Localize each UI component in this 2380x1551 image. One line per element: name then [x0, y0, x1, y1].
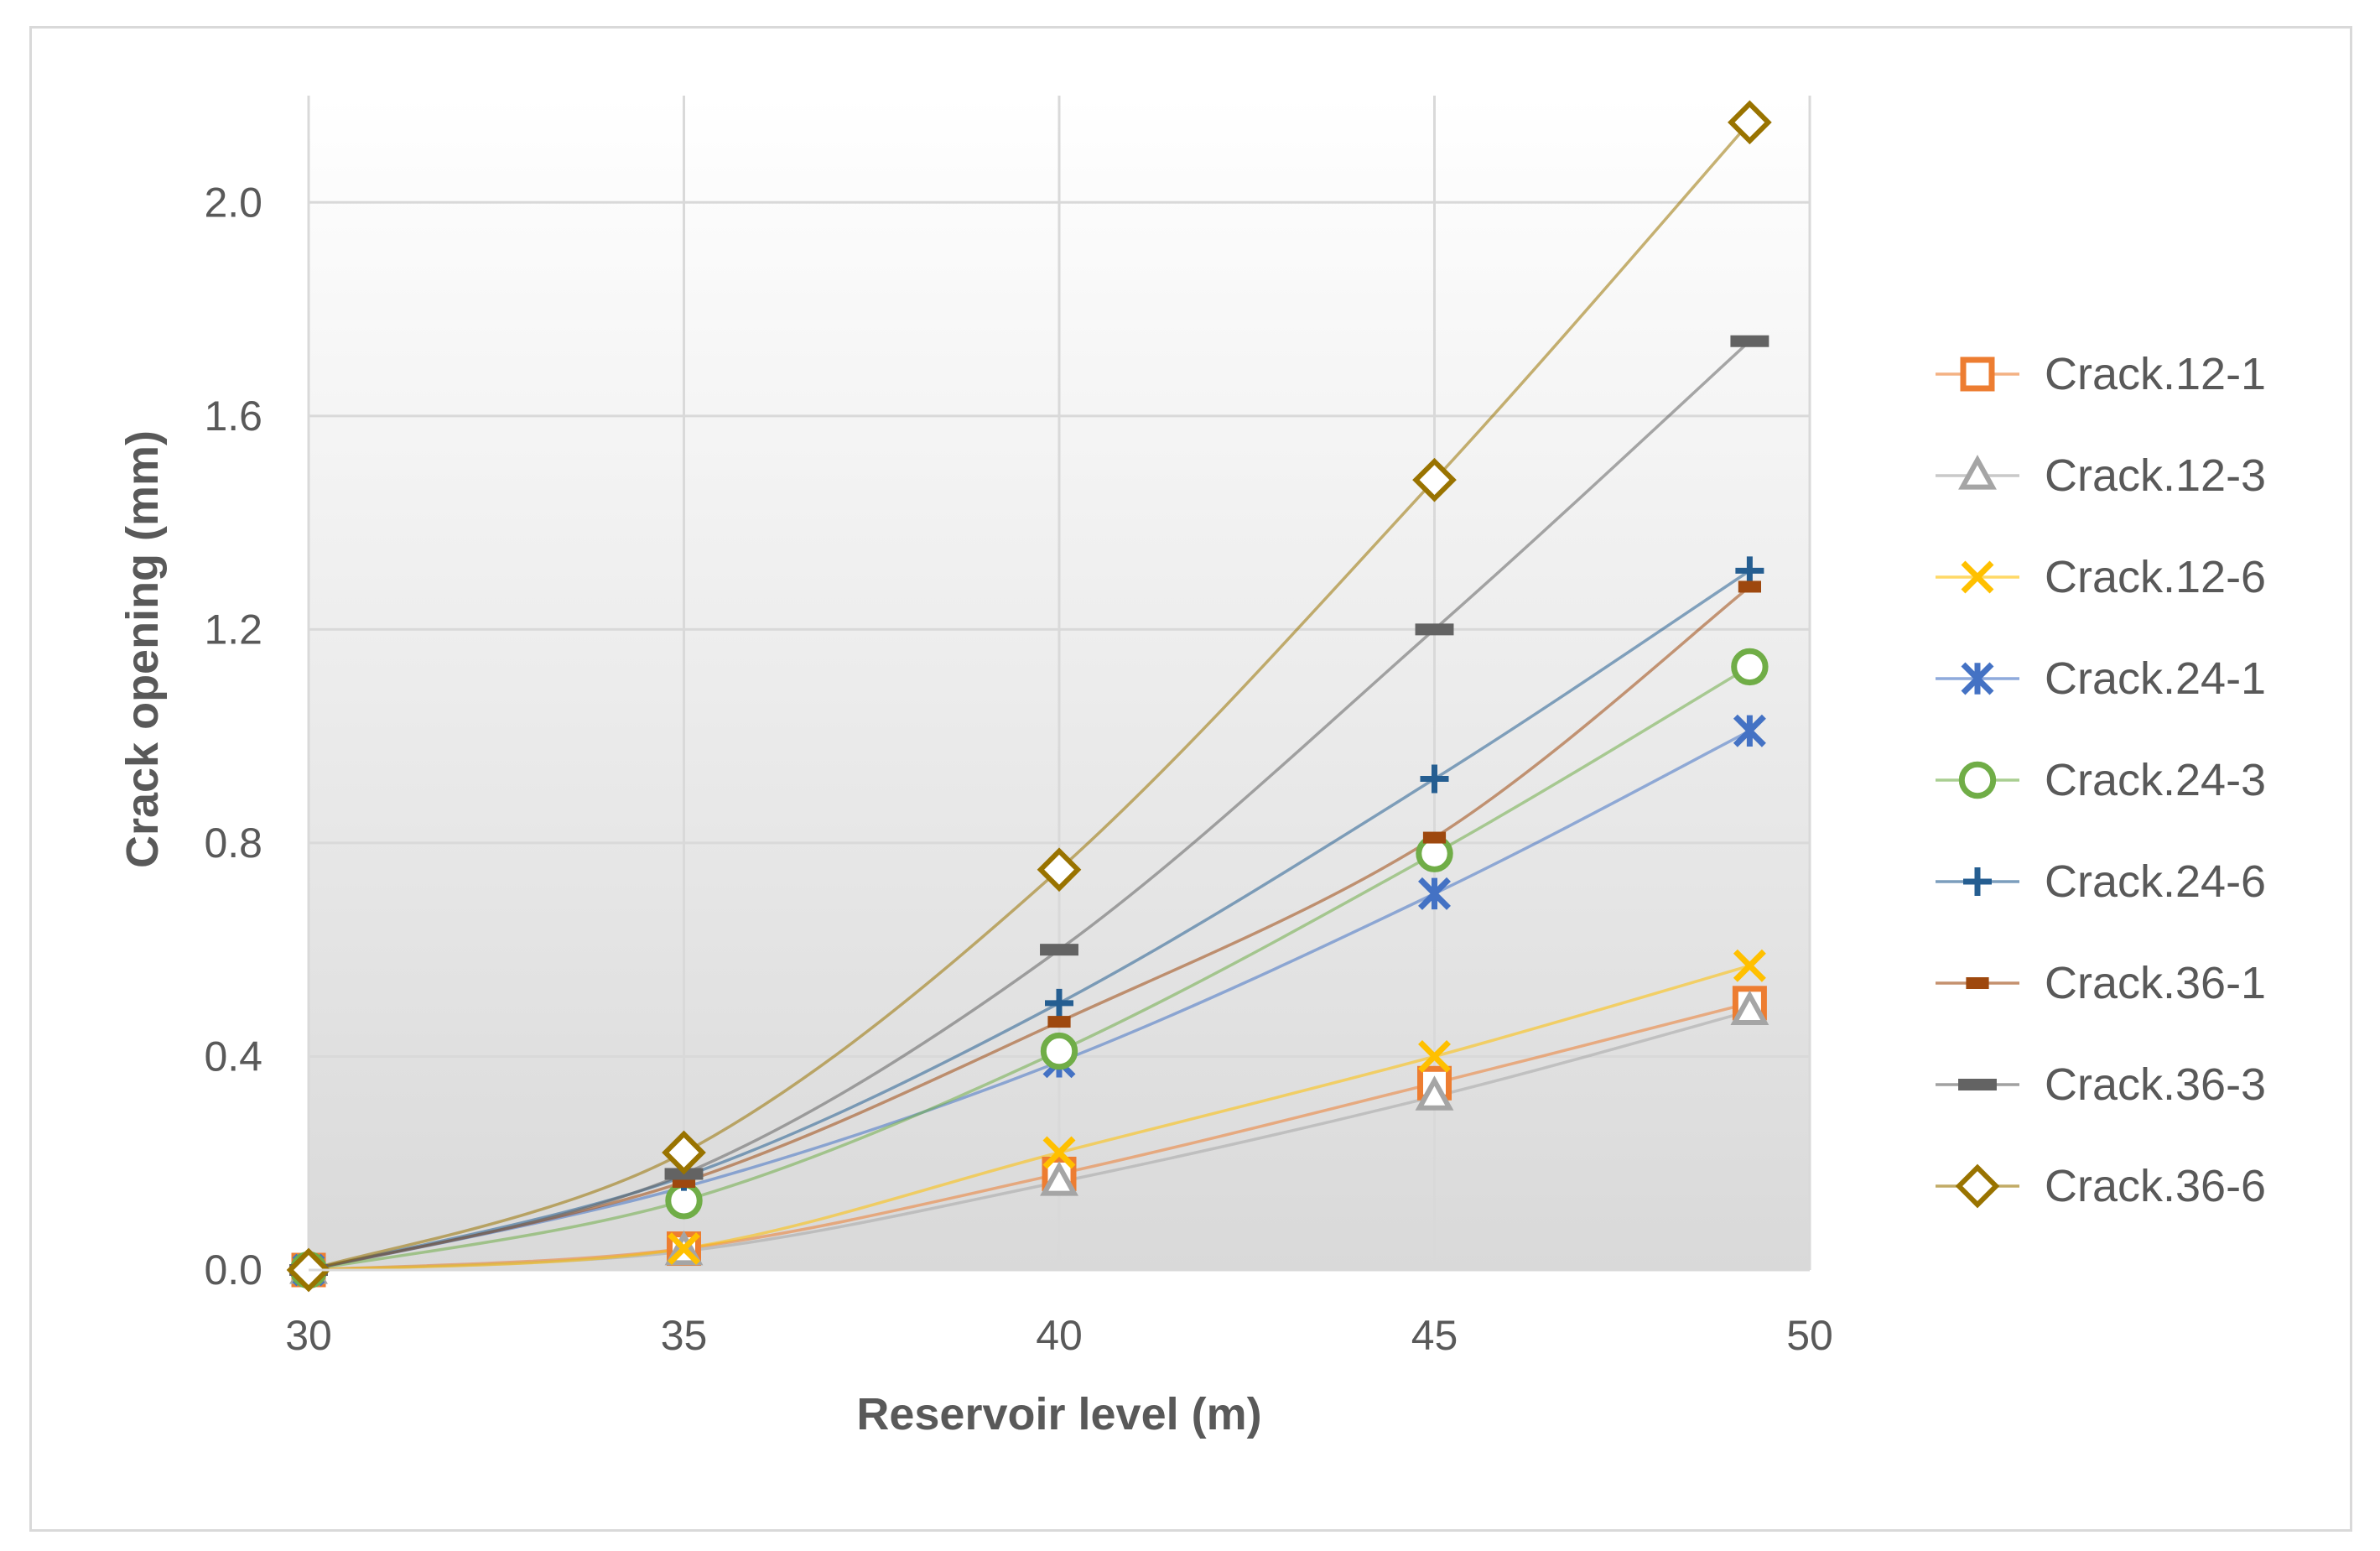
- legend-item: Crack.36-6: [1936, 1161, 2266, 1211]
- data-point: [1042, 1136, 1076, 1169]
- x-tick-label: 50: [1786, 1312, 1833, 1359]
- legend-label: Crack.12-1: [2045, 349, 2266, 399]
- legend-item: Crack.12-3: [1936, 450, 2266, 501]
- data-point: [1735, 556, 1764, 586]
- y-tick-label: 0.8: [204, 820, 262, 867]
- data-point: [1730, 335, 1769, 347]
- legend-label: Crack.24-1: [2045, 653, 2266, 704]
- data-point: [1420, 764, 1449, 794]
- legend-marker: [1958, 1079, 1997, 1090]
- y-tick-label: 1.6: [204, 393, 262, 440]
- y-axis-title: Crack opening (mm): [117, 430, 168, 868]
- data-point: [1733, 949, 1766, 982]
- data-point: [1733, 714, 1766, 747]
- legend-marker: [1961, 560, 1994, 594]
- legend-marker: [1966, 977, 1989, 989]
- y-tick-label: 2.0: [204, 179, 262, 226]
- data-point: [1415, 623, 1454, 636]
- legend-item: Crack.36-3: [1936, 1059, 2266, 1110]
- legend-marker: [1961, 662, 1994, 695]
- axes: 0.0 0.4 0.8 1.2 1.6 2.0 30 35 40 45 50: [204, 179, 1832, 1359]
- x-tick-label: 40: [1036, 1312, 1083, 1359]
- legend-item: Crack.24-1: [1936, 653, 2266, 704]
- legend-label: Crack.12-6: [2045, 552, 2266, 602]
- data-point: [668, 1232, 700, 1266]
- data-point: [1422, 831, 1447, 844]
- legend-marker: [1960, 357, 1995, 392]
- x-tick-label: 35: [661, 1312, 708, 1359]
- data-point: [1418, 877, 1451, 910]
- legend-marker: [1958, 455, 1997, 490]
- x-axis-title: Reservoir level (m): [856, 1389, 1261, 1439]
- legend-label: Crack.24-6: [2045, 856, 2266, 907]
- legend-label: Crack.36-6: [2045, 1161, 2266, 1211]
- data-point: [1731, 648, 1769, 686]
- crack-opening-chart: 0.0 0.4 0.8 1.2 1.6 2.0 30 35 40 45 50 Reservoir l…: [117, 96, 2266, 1439]
- data-point: [662, 1130, 706, 1175]
- legend-label: Crack.36-1: [2045, 958, 2266, 1008]
- legend-marker: [1955, 1163, 2000, 1209]
- data-point: [1418, 1039, 1451, 1073]
- legend-item: Crack.12-1: [1936, 349, 2266, 399]
- data-point: [1045, 988, 1073, 1018]
- legend-item: Crack.24-6: [1936, 856, 2266, 907]
- series-line: [308, 121, 1751, 1272]
- y-tick-label: 0.4: [204, 1033, 262, 1080]
- legend-label: Crack.36-3: [2045, 1059, 2266, 1110]
- data-point: [1415, 1075, 1454, 1111]
- legend-item: Crack.36-1: [1936, 958, 2266, 1008]
- legend: Crack.12-1 Crack.12-3 Crack.12-6 Crack.24-1…: [1936, 349, 2266, 1211]
- data-point: [1040, 1161, 1078, 1196]
- data-point: [1730, 990, 1769, 1025]
- legend-marker: [1963, 867, 1992, 896]
- legend-label: Crack.12-3: [2045, 450, 2266, 501]
- legend-item: Crack.24-3: [1936, 755, 2266, 805]
- data-point: [1412, 457, 1457, 502]
- series-markers: [286, 100, 1772, 1293]
- x-tick-label: 30: [285, 1312, 332, 1359]
- data-point: [1040, 944, 1078, 956]
- data-point: [1047, 1016, 1071, 1028]
- x-tick-label: 45: [1411, 1312, 1458, 1359]
- data-point: [1738, 580, 1761, 593]
- y-tick-label: 0.0: [204, 1247, 262, 1293]
- legend-label: Crack.24-3: [2045, 755, 2266, 805]
- chart-frame: 0.0 0.4 0.8 1.2 1.6 2.0 30 35 40 45 50 Reservoir l…: [29, 26, 2352, 1532]
- data-point: [1040, 1032, 1078, 1070]
- y-tick-label: 1.2: [204, 606, 262, 653]
- data-point: [1728, 100, 1772, 145]
- grid-lines: [307, 96, 1811, 1270]
- legend-marker: [1958, 761, 1997, 799]
- legend-item: Crack.12-6: [1936, 552, 2266, 602]
- data-point: [1037, 847, 1082, 893]
